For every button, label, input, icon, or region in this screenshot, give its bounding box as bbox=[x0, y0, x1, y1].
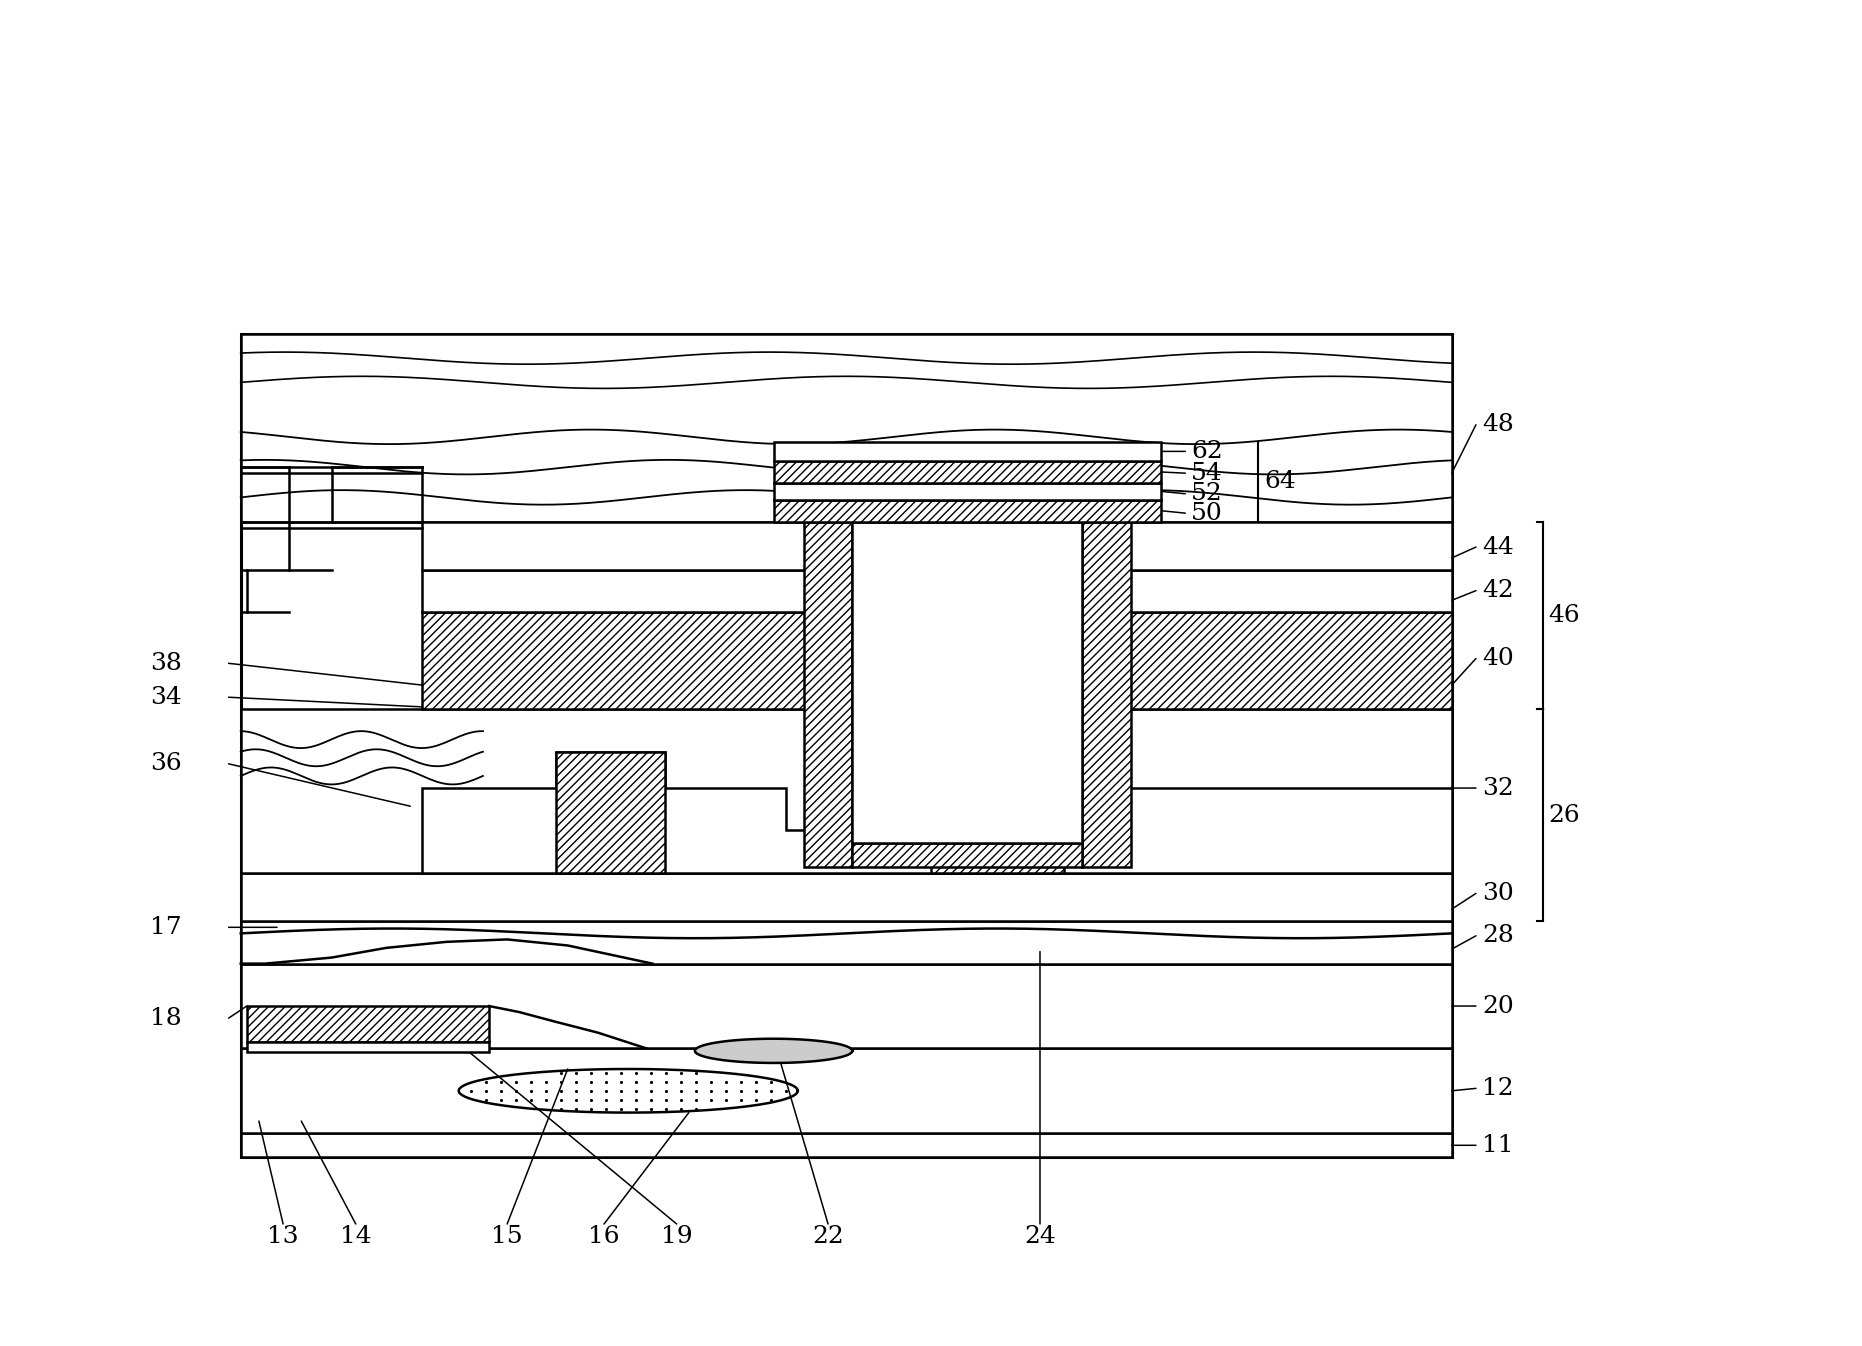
Text: 54: 54 bbox=[1192, 462, 1223, 485]
Bar bbox=[773, 441, 1162, 462]
Text: 24: 24 bbox=[1024, 1225, 1056, 1248]
Polygon shape bbox=[1082, 522, 1130, 867]
Text: 36: 36 bbox=[151, 752, 182, 775]
Text: 15: 15 bbox=[492, 1225, 523, 1248]
Bar bbox=[240, 334, 1452, 1158]
Bar bbox=[240, 1049, 1452, 1133]
Text: 18: 18 bbox=[151, 1007, 181, 1030]
Bar bbox=[248, 1042, 490, 1053]
Text: 30: 30 bbox=[1482, 882, 1514, 905]
Bar bbox=[931, 751, 1065, 872]
Text: 20: 20 bbox=[1482, 995, 1514, 1018]
Bar bbox=[555, 751, 665, 872]
Bar bbox=[853, 522, 1082, 843]
Bar bbox=[240, 872, 1452, 921]
Text: 34: 34 bbox=[151, 685, 182, 709]
Text: 62: 62 bbox=[1192, 440, 1223, 463]
Text: 17: 17 bbox=[151, 915, 181, 938]
Bar bbox=[423, 522, 1452, 571]
Bar bbox=[773, 499, 1162, 522]
Text: 13: 13 bbox=[268, 1225, 300, 1248]
Text: 11: 11 bbox=[1482, 1133, 1514, 1156]
Polygon shape bbox=[853, 843, 1082, 867]
Text: 48: 48 bbox=[1482, 413, 1514, 436]
Polygon shape bbox=[695, 1039, 853, 1063]
Text: 16: 16 bbox=[588, 1225, 620, 1248]
Text: 46: 46 bbox=[1549, 604, 1581, 627]
Polygon shape bbox=[423, 751, 1452, 872]
Text: 28: 28 bbox=[1482, 925, 1514, 948]
Text: 42: 42 bbox=[1482, 579, 1514, 602]
Bar bbox=[240, 921, 1452, 964]
Bar bbox=[248, 1005, 490, 1042]
Text: 26: 26 bbox=[1549, 804, 1581, 826]
Text: 40: 40 bbox=[1482, 647, 1514, 670]
Bar bbox=[773, 483, 1162, 499]
Bar bbox=[240, 1133, 1452, 1158]
Text: 19: 19 bbox=[661, 1225, 693, 1248]
Text: 22: 22 bbox=[812, 1225, 843, 1248]
Text: 14: 14 bbox=[341, 1225, 372, 1248]
Text: 64: 64 bbox=[1264, 470, 1296, 493]
Bar bbox=[423, 571, 1452, 612]
Text: 52: 52 bbox=[1192, 482, 1223, 505]
Text: 12: 12 bbox=[1482, 1077, 1514, 1100]
Bar bbox=[423, 612, 1452, 709]
Text: 44: 44 bbox=[1482, 536, 1514, 559]
Bar bbox=[240, 334, 1452, 522]
Polygon shape bbox=[804, 522, 853, 867]
Text: 38: 38 bbox=[151, 651, 182, 674]
Text: 50: 50 bbox=[1192, 502, 1223, 525]
Bar bbox=[240, 964, 1452, 1049]
Text: 32: 32 bbox=[1482, 777, 1514, 800]
Bar bbox=[240, 709, 1452, 872]
Bar bbox=[773, 462, 1162, 483]
